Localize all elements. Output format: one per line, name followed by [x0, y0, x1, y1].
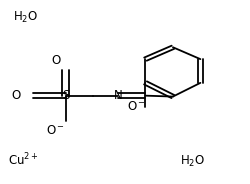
Text: O: O: [11, 89, 20, 102]
Text: Cu$^{2+}$: Cu$^{2+}$: [8, 151, 39, 168]
Text: O: O: [51, 54, 60, 68]
Text: O$^-$: O$^-$: [127, 100, 146, 113]
Text: H$_2$O: H$_2$O: [180, 154, 205, 169]
Text: S: S: [62, 89, 69, 102]
Text: N: N: [113, 89, 122, 102]
Text: O$^-$: O$^-$: [46, 124, 65, 137]
Text: H$_2$O: H$_2$O: [13, 10, 38, 25]
